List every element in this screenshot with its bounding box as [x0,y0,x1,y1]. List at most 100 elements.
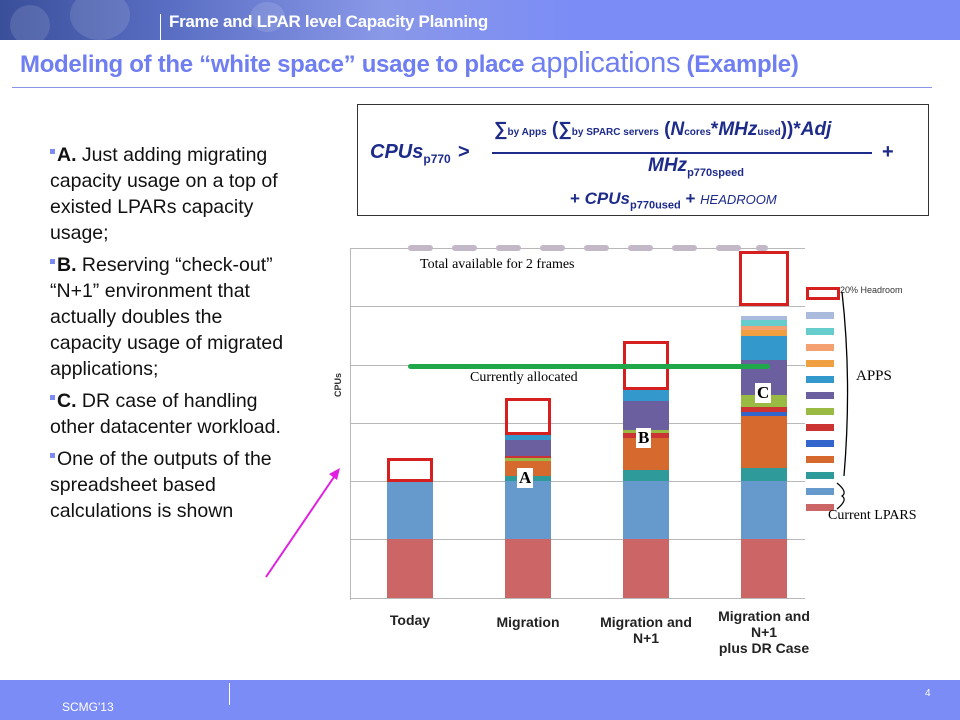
formula-sub: by Apps [507,127,547,138]
bar-migration-n1: B [623,230,669,600]
legend-swatch [806,440,834,447]
fraction-bar [492,152,872,154]
formula-plus: + [882,141,894,163]
formula-var: MHz [648,155,688,176]
total-available-dash [408,245,433,251]
bullet-list: A. Just adding migrating capacity usage … [50,142,290,530]
segment-app [505,435,551,440]
annotation-a: A [517,468,534,488]
segment-app [741,316,787,320]
y-axis-label: CPUs [333,372,344,398]
formula-op: + [680,189,701,208]
legend-swatch [806,472,834,479]
currently-allocated-label: Currently allocated [470,370,578,385]
slide-title-part3: (Example) [680,51,799,78]
current-lpars-label: Current LPARS [828,508,917,523]
footer-band: SCMG'13 4 [0,680,960,720]
section-title: Frame and LPAR level Capacity Planning [169,12,488,31]
x-label: Migration [496,614,560,630]
sum-icon: ∑ [494,119,508,140]
segment-app [505,458,551,461]
bullet-output: One of the outputs of the spreadsheet ba… [50,446,290,524]
apps-brace-icon [841,291,849,477]
segment-app [741,416,787,468]
header-band: Frame and LPAR level Capacity Planning [0,0,960,45]
legend-swatch [806,504,834,511]
x-label: plus DR Case [718,640,810,656]
bullet-text: DR case of handling other datacenter wor… [50,390,281,438]
x-label: N+1 [750,624,778,640]
formula-lhs-sub: p770 [423,152,451,166]
decorative-bubble [70,0,130,40]
y-axis [350,248,351,600]
formula-paren: ( [546,119,559,140]
legend-swatch [806,376,834,383]
formula-lhs: CPUsp770 [370,141,451,166]
bullet-label: B. [57,254,77,276]
formula-sub: p770used [630,199,681,212]
bullet-label: A. [57,144,77,166]
formula-op: * [710,119,719,140]
total-available-label: Total available for 2 frames [420,257,575,272]
segment-lpar1 [505,539,551,598]
bullet-text: Reserving “check-out” “N+1” environment … [50,254,284,380]
total-available-dash [540,245,565,251]
total-available-dash [672,245,697,251]
x-label: Migration and [600,614,692,630]
total-available-dash [628,245,653,251]
page-number: 4 [925,688,931,699]
lpars-brace-icon [836,482,845,510]
legend-swatch [806,456,834,463]
x-label: Migration and [718,608,810,624]
formula-sub: used [757,127,781,138]
headroom-box [387,458,433,482]
segment-app [741,320,787,326]
decorative-bubble [250,2,285,32]
segment-app [741,412,787,416]
segment-app [741,407,787,412]
legend-swatch [806,392,834,399]
legend-swatch [806,344,834,351]
slide-title-part1: Modeling of the “white space” usage to p… [20,51,531,78]
headroom-box [505,398,551,435]
segment-lpar1 [623,539,669,598]
bullet-square-icon [50,395,55,401]
x-category-migration-n1-dr: Migration and N+1 plus DR Case [704,608,824,656]
bar-migration-n1-dr: C [739,230,789,600]
x-label: N+1 [632,630,660,646]
bullet-text: One of the outputs of the spreadsheet ba… [50,448,272,522]
currently-allocated-line [408,364,770,369]
bullet-text: Just adding migrating capacity usage on … [50,144,278,244]
segment-app [623,470,669,481]
total-available-dash [584,245,609,251]
formula-var: CPUs [584,189,631,208]
formula-paren: ))* [780,119,801,140]
legend-swatch [806,312,834,319]
x-category-today: Today [360,612,460,628]
legend-headroom-swatch [806,287,840,300]
gridline [350,306,805,307]
formula-sub: cores [684,127,711,138]
bullet-square-icon [50,453,55,459]
segment-lpar2 [623,481,669,539]
formula-denominator: MHzp770speed [648,155,744,179]
segment-app [505,456,551,458]
segment-app [623,401,669,430]
legend-swatch [806,424,834,431]
segment-app [623,390,669,401]
x-axis [350,598,805,599]
bullet-b: B. Reserving “check-out” “N+1” environme… [50,252,290,382]
formula-lhs-text: CPUs [370,141,424,163]
formula-numerator: ∑by Apps (∑by SPARC servers (Ncores*MHzu… [494,119,831,141]
sum-icon: ∑ [558,119,572,140]
segment-lpar1 [741,539,787,598]
formula-sub: by SPARC servers [571,127,659,138]
bullet-square-icon [50,149,55,155]
x-label: Today [389,612,431,628]
header-divider [160,14,161,40]
segment-lpar1 [387,539,433,598]
total-available-dash [756,245,768,251]
segment-app [741,326,787,330]
total-available-dash [716,245,741,251]
total-available-dash [452,245,477,251]
